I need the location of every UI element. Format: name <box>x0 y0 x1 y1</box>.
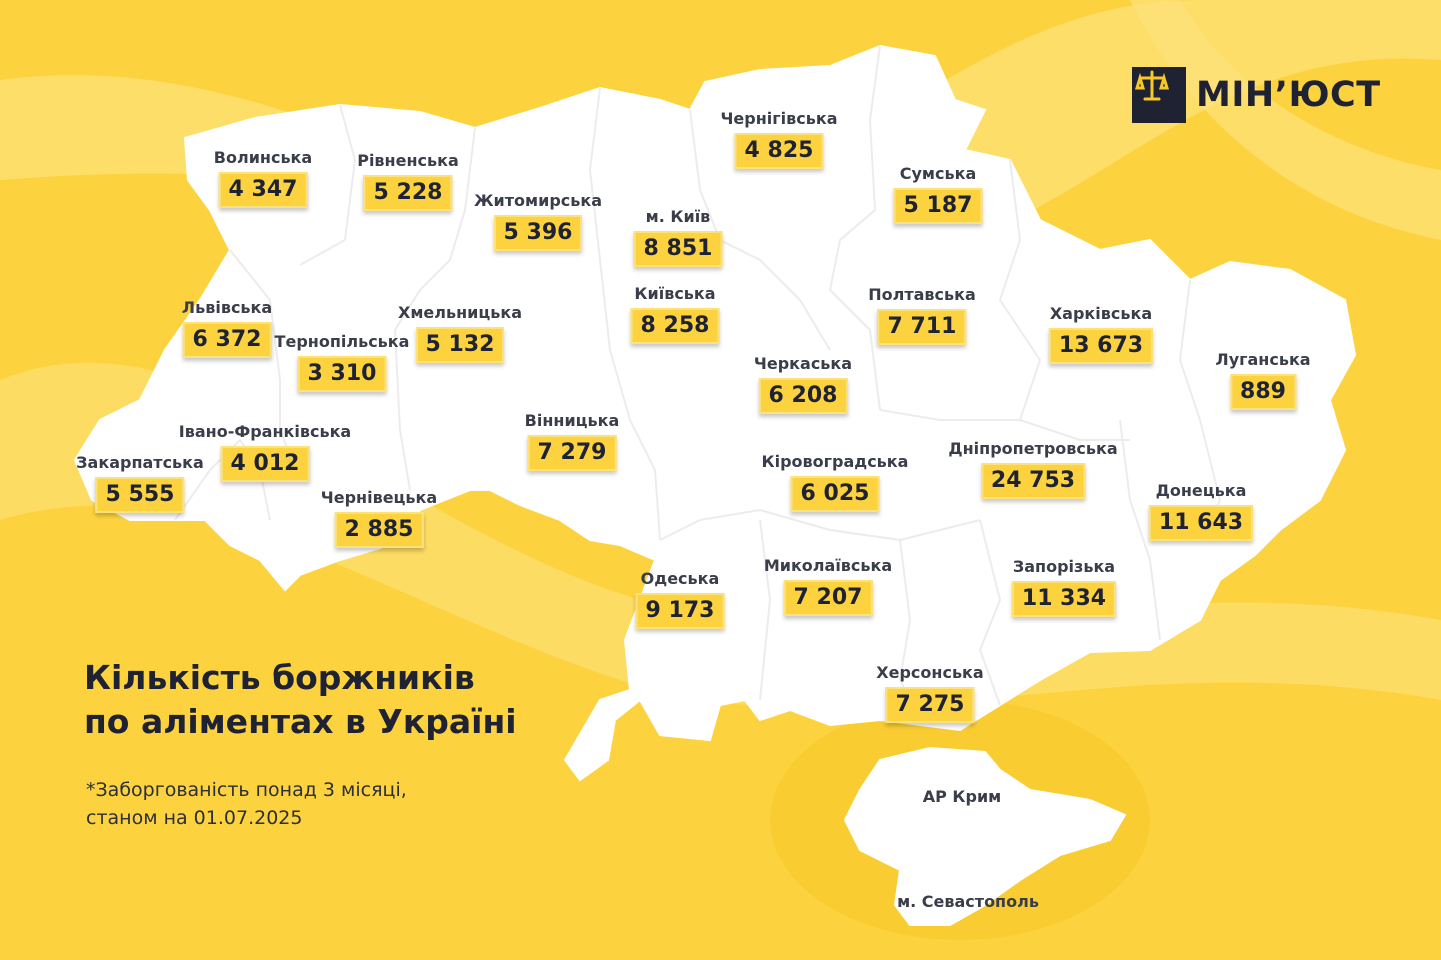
region-value: 7 279 <box>527 435 617 471</box>
region-kharkivska: Харківська 13 673 <box>1048 304 1154 364</box>
crimea-map <box>843 746 1127 926</box>
region-name: Кіровоградська <box>761 452 909 471</box>
region-value: 13 673 <box>1048 328 1154 364</box>
region-value: 3 310 <box>297 356 387 392</box>
region-name: Чернівецька <box>320 488 438 507</box>
region-value: 4 347 <box>218 172 308 208</box>
region-name: Полтавська <box>868 285 976 304</box>
region-value: 4 825 <box>734 133 824 169</box>
region-name: Чернігівська <box>720 109 838 128</box>
region-value: 5 396 <box>493 215 583 251</box>
region-name: Київська <box>634 284 716 303</box>
region-name: Львівська <box>181 298 273 317</box>
region-name: Вінницька <box>524 411 620 430</box>
region-name: Сумська <box>899 164 977 183</box>
region-name: АР Крим <box>922 787 1002 806</box>
region-name: Івано-Франківська <box>178 422 352 441</box>
footnote: *Заборгованість понад 3 місяці, станом н… <box>86 776 506 832</box>
region-name: Харківська <box>1049 304 1153 323</box>
region-luhanska: Луганська 889 <box>1215 350 1311 410</box>
region-mykolaivska: Миколаївська 7 207 <box>764 556 892 616</box>
region-name: м. Севастополь <box>897 892 1039 911</box>
region-value: 5 228 <box>363 175 453 211</box>
region-zakarpatska: Закарпатська 5 555 <box>76 453 204 513</box>
region-value: 9 173 <box>635 593 725 629</box>
region-name: Житомирська <box>473 191 603 210</box>
region-khersonska: Херсонська 7 275 <box>876 663 984 723</box>
region-donetska: Донецька 11 643 <box>1148 481 1254 541</box>
region-chernihivska: Чернігівська 4 825 <box>721 109 838 169</box>
region-name: Миколаївська <box>763 556 893 575</box>
region-name: м. Київ <box>645 207 711 226</box>
region-value: 11 643 <box>1148 505 1254 541</box>
region-name: Одеська <box>640 569 720 588</box>
region-sumska: Сумська 5 187 <box>893 164 983 224</box>
region-kirovohradska: Кіровоградська 6 025 <box>761 452 909 512</box>
region-value: 7 207 <box>783 580 873 616</box>
region-zaporizka: Запорізька 11 334 <box>1011 557 1117 617</box>
region-cherkaska: Черкаська 6 208 <box>754 354 852 414</box>
region-value: 5 555 <box>95 477 185 513</box>
region-value: 889 <box>1230 374 1296 410</box>
region-odeska: Одеська 9 173 <box>635 569 725 629</box>
region-name: Донецька <box>1155 481 1247 500</box>
region-khmelnytska: Хмельницька 5 132 <box>398 303 522 363</box>
region-ternopilska: Тернопільська 3 310 <box>274 332 410 392</box>
region-value: 7 711 <box>877 309 967 345</box>
region-value: 4 012 <box>220 446 310 482</box>
region-name: Черкаська <box>753 354 853 373</box>
region-name: Дніпропетровська <box>948 439 1118 458</box>
region-kyiv-city: м. Київ 8 851 <box>633 207 723 267</box>
region-dnipropetrovska: Дніпропетровська 24 753 <box>948 439 1118 499</box>
region-value: 5 132 <box>415 327 505 363</box>
region-name: Тернопільська <box>274 332 410 351</box>
scales-icon <box>1132 67 1186 123</box>
region-value: 6 372 <box>182 322 272 358</box>
region-name: Рівненська <box>357 151 459 170</box>
region-name: Хмельницька <box>398 303 522 322</box>
title-line-1: Кількість боржників <box>84 658 475 697</box>
footnote-line-2: станом на 01.07.2025 <box>86 807 303 829</box>
page-title: Кількість боржників по аліментах в Украї… <box>84 656 564 744</box>
region-name: Волинська <box>213 148 313 167</box>
region-value: 6 208 <box>758 378 848 414</box>
region-ivano-frankivska: Івано-Франківська 4 012 <box>179 422 351 482</box>
region-lvivska: Львівська 6 372 <box>182 298 272 358</box>
region-rivnenska: Рівненська 5 228 <box>357 151 459 211</box>
region-value: 8 851 <box>633 231 723 267</box>
region-value: 5 187 <box>893 188 983 224</box>
region-chernivetska: Чернівецька 2 885 <box>321 488 437 548</box>
region-name: Херсонська <box>876 663 984 682</box>
region-name: Закарпатська <box>76 453 204 472</box>
region-sevastopol: м. Севастополь <box>897 892 1039 912</box>
region-poltavska: Полтавська 7 711 <box>868 285 976 345</box>
region-value: 8 258 <box>630 308 720 344</box>
logo-text: МІН’ЮСТ <box>1196 75 1381 115</box>
minjust-logo: МІН’ЮСТ <box>1132 66 1381 124</box>
region-value: 24 753 <box>980 463 1086 499</box>
region-vinnytska: Вінницька 7 279 <box>524 411 620 471</box>
region-value: 11 334 <box>1011 581 1117 617</box>
title-line-2: по аліментах в Україні <box>84 702 517 741</box>
region-name: Запорізька <box>1012 557 1116 576</box>
region-value: 6 025 <box>790 476 880 512</box>
region-name: Луганська <box>1215 350 1311 369</box>
region-value: 7 275 <box>885 687 975 723</box>
region-volynska: Волинська 4 347 <box>214 148 312 208</box>
region-value: 2 885 <box>334 512 424 548</box>
region-zhytomyrska: Житомирська 5 396 <box>474 191 602 251</box>
region-crimea: АР Крим <box>923 787 1002 807</box>
footnote-line-1: *Заборгованість понад 3 місяці, <box>86 779 407 801</box>
region-kyivska: Київська 8 258 <box>630 284 720 344</box>
